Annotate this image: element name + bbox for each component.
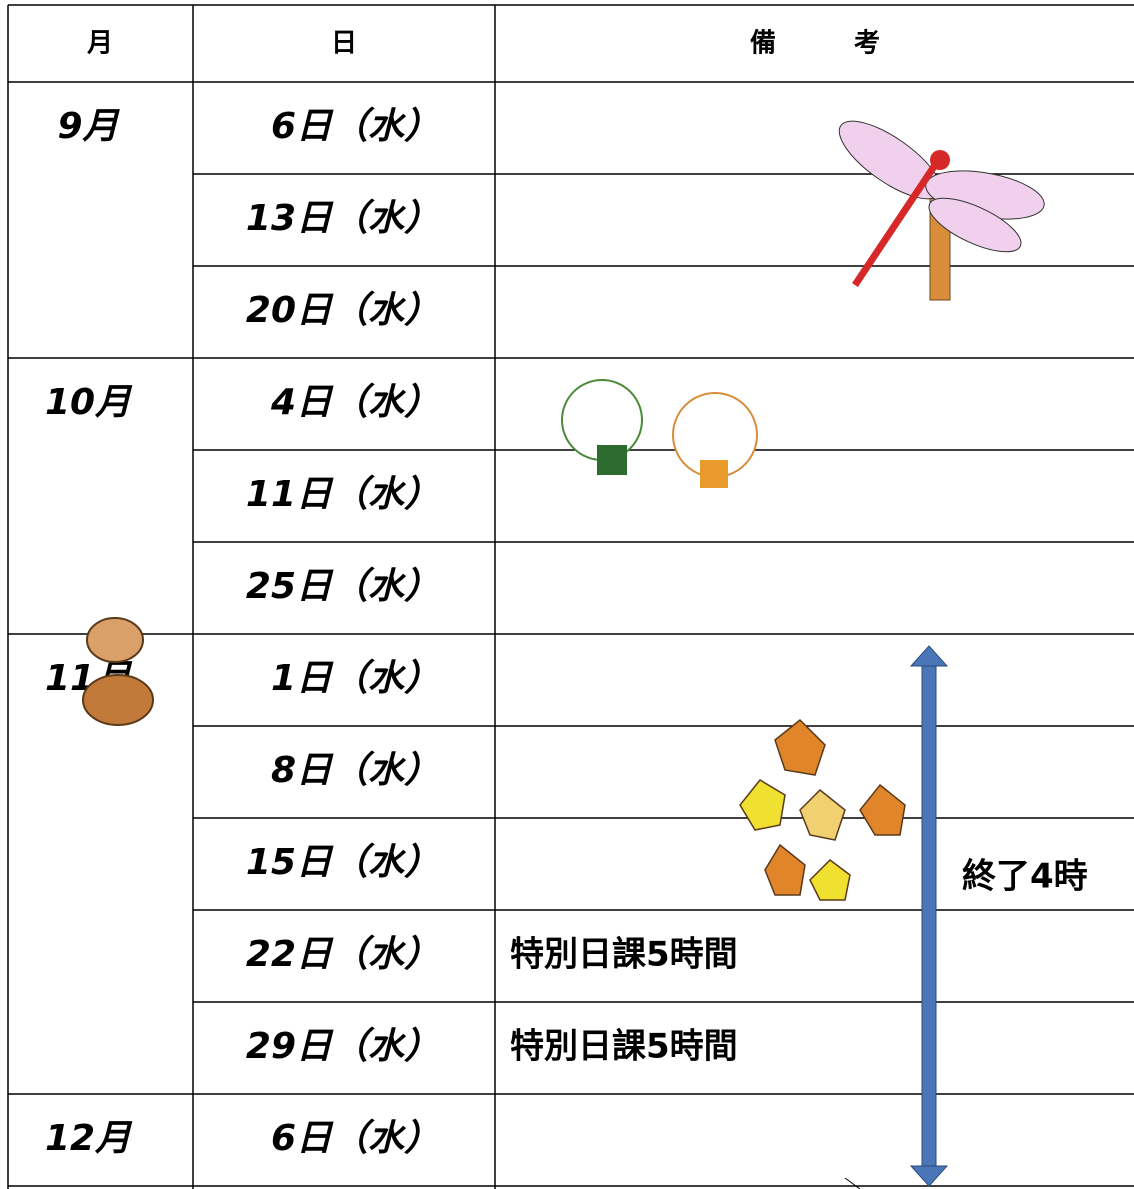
date: 11日（水） — [246, 474, 440, 515]
remark: 特別日課5時間 — [510, 935, 738, 975]
date: 25日（水） — [246, 566, 440, 607]
remark: 特別日課5時間 — [510, 1027, 738, 1067]
date: 22日（水） — [246, 934, 440, 975]
month-label: 9月 — [57, 106, 120, 147]
month-label: 10月 — [45, 382, 133, 423]
date: 6日（水） — [271, 106, 440, 147]
date: 13日（水） — [246, 198, 440, 239]
date: 15日（水） — [246, 842, 440, 883]
header-day: 日 — [331, 29, 357, 59]
annotation: 終了4時 — [962, 857, 1088, 897]
date: 4日（水） — [270, 382, 440, 423]
date: 29日（水） — [246, 1026, 440, 1067]
date: 6日（水） — [271, 1118, 440, 1159]
month-label: 12月 — [45, 1118, 133, 1159]
date: 20日（水） — [246, 290, 440, 331]
header-month: 月 — [86, 29, 113, 59]
decorations — [82, 120, 1045, 1189]
header-remarks: 備 考 — [750, 28, 880, 59]
date: 1日（水） — [271, 658, 440, 699]
date: 8日（水） — [271, 750, 440, 791]
